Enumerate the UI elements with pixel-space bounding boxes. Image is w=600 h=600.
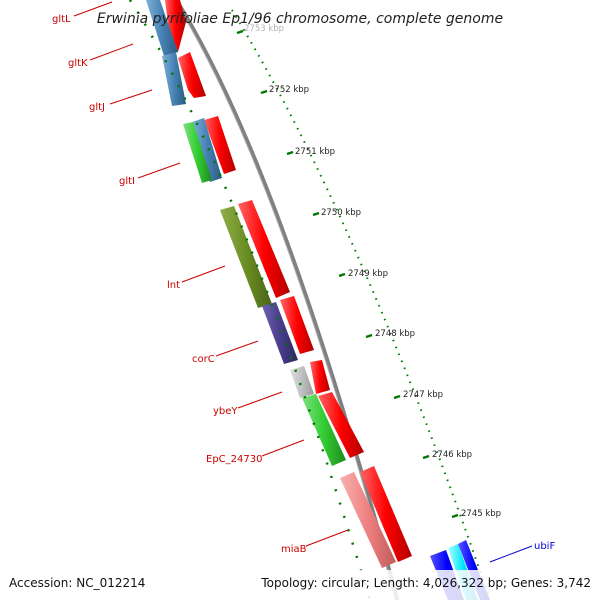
leader-line [305,529,349,547]
cds-arrow [318,392,364,458]
scale-tick [286,150,294,156]
accession-text: Accession: NC_012214 [9,576,145,590]
scale-label: 2746 kbp [432,450,472,460]
scale-label: 2747 kbp [403,390,443,400]
scale-label: 2752 kbp [269,85,309,95]
gene-label-EpC_24730: EpC_24730 [206,454,262,465]
leader-line [261,439,305,457]
leader-lines [73,1,349,547]
scale-label: 2745 kbp [461,509,501,519]
scale-ticks [236,29,459,519]
genome-summary-text: Topology: circular; Length: 4,026,322 bp… [260,576,591,590]
gene-lnt-block [220,206,272,308]
leader-line-ubiF [489,545,533,563]
gene-ybeY-block [290,366,314,398]
leader-line [137,162,181,179]
scale-tick [422,454,430,460]
scale-tick [236,29,244,35]
cds-arrow [360,466,412,562]
cds-track [165,0,412,562]
inner-tick-ring [128,0,372,600]
scale-label: 2753 kbp [244,24,284,34]
gene-label-corC: corC [192,354,215,365]
scale-labels: 2753 kbp 2752 kbp 2751 kbp 2750 kbp 2749… [244,24,501,519]
leader-line [73,1,113,17]
cds-arrow [238,200,290,298]
gene-label-miaB: miaB [281,544,307,555]
cds-arrow [280,296,314,354]
gene-miaB-block [340,472,396,568]
gene-label-gltK: gltK [68,58,88,69]
chromosome-backbone-highlight [173,0,396,600]
leader-line [215,340,259,357]
cds-arrow [310,360,330,394]
cds-arrow [204,116,236,174]
cds-arrow [178,52,206,98]
scale-tick [451,513,459,519]
scale-tick [312,211,320,217]
scale-label: 2749 kbp [348,269,388,279]
leader-line [181,265,226,283]
gene-corC-block [262,302,298,364]
gene-gltJ-block [192,118,222,182]
gene-gltK-block [162,52,186,106]
leader-line [89,43,134,61]
scale-label: 2748 kbp [375,329,415,339]
gene-label-ybeY: ybeY [213,406,238,417]
gene-label-lnt: lnt [167,280,180,291]
gene-label-ubiF: ubiF [534,541,555,552]
gene-label-gltI: gltI [119,176,135,187]
scale-label: 2750 kbp [321,208,361,218]
gene-EpC_24730-block [302,394,346,466]
scale-tick [365,333,373,339]
footer-background [0,570,600,600]
leader-line [237,391,283,409]
scale-tick [260,89,268,95]
map-title: Erwinia pyrifoliae Ep1/96 chromosome, co… [97,11,503,27]
gene-gltI-block [183,122,212,183]
cds-arrow [165,0,186,52]
scale-label: 2751 kbp [295,147,335,157]
gene-labels: gltL gltK gltJ gltI lnt corC ybeY EpC_24… [52,14,555,555]
scale-tick [338,272,346,278]
scale-tick [393,394,401,400]
leader-line [109,89,153,105]
gene-label-gltJ: gltJ [89,102,105,113]
gene-gltL-block [146,0,178,56]
chromosome-backbone [173,0,400,600]
gene-label-gltL: gltL [52,14,71,25]
